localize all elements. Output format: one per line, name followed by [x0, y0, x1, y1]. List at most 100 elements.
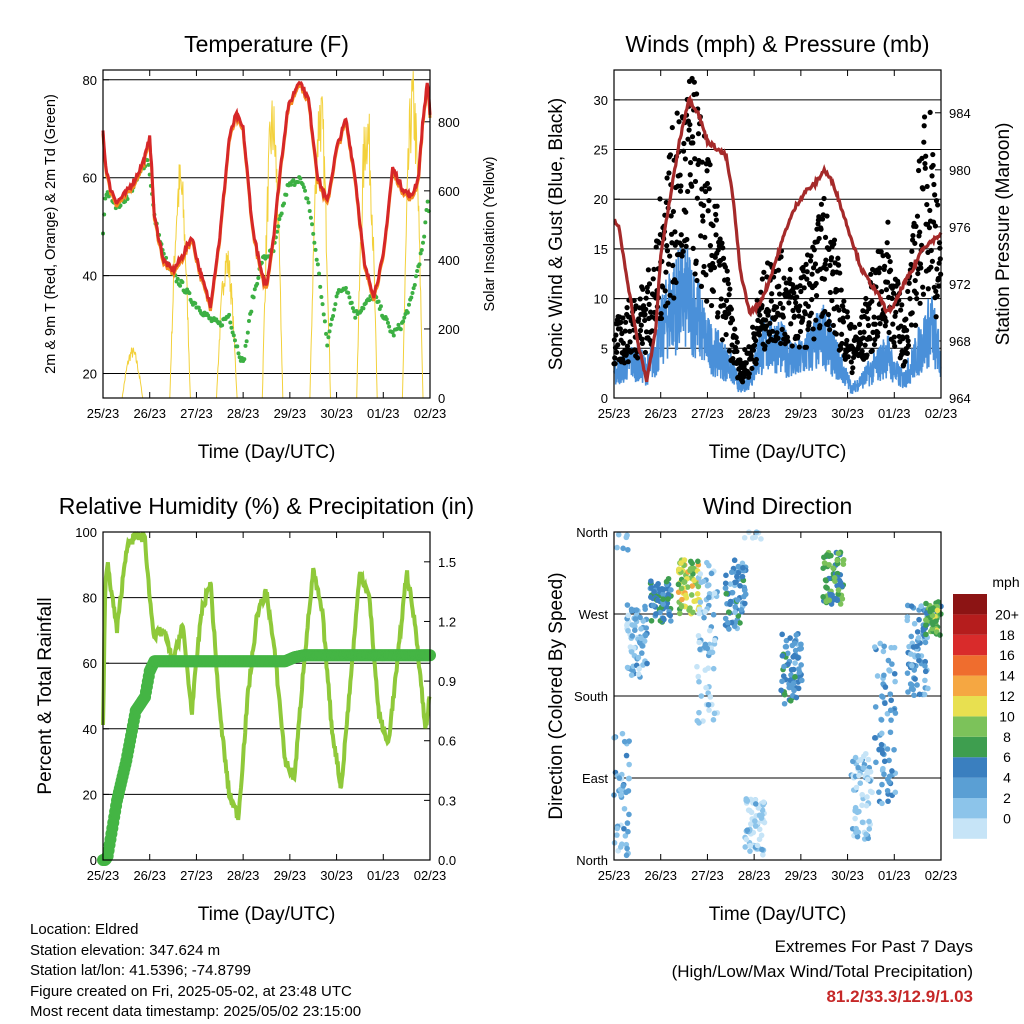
- dewpoint-point: [349, 300, 354, 305]
- legend-label: 6: [1003, 749, 1011, 765]
- dewpoint-point: [347, 295, 352, 300]
- gust-point: [690, 140, 696, 146]
- gust-point: [816, 214, 822, 220]
- wind-direction-point: [856, 772, 862, 779]
- gust-point: [908, 322, 915, 328]
- gust-point: [714, 314, 721, 320]
- gust-point: [785, 338, 791, 344]
- gust-point: [774, 330, 780, 336]
- wind-direction-point: [780, 673, 787, 679]
- wind-direction-point: [905, 689, 911, 695]
- wind-direction-point: [701, 614, 707, 621]
- gust-point: [693, 91, 700, 97]
- wind-direction-point: [880, 648, 887, 655]
- wind-direction-point: [636, 666, 642, 672]
- gust-point: [836, 262, 842, 268]
- dewpoint-point: [415, 269, 420, 274]
- legend-label: 10: [999, 708, 1015, 724]
- dewpoint-point: [410, 291, 415, 296]
- wind-direction-point: [725, 619, 731, 626]
- extremes-subtitle: (High/Low/Max Wind/Total Precipitation): [671, 962, 973, 981]
- y-tick-label-left: West: [579, 607, 609, 622]
- dewpoint-point: [331, 314, 336, 319]
- wind-direction-point: [830, 565, 836, 571]
- wind-direction-point: [742, 600, 748, 607]
- wind-direction-point: [904, 670, 911, 676]
- gust-point: [824, 213, 830, 219]
- wind-direction-point: [822, 577, 829, 583]
- wind-direction-point: [705, 582, 712, 588]
- gust-point: [878, 249, 884, 255]
- gust-point: [692, 178, 699, 185]
- y-tick-label-left: 20: [594, 192, 608, 207]
- gust-point: [642, 349, 648, 356]
- gust-point: [867, 336, 873, 342]
- wind-direction-point: [781, 663, 787, 670]
- gust-point: [739, 379, 746, 385]
- wind-direction-point: [796, 669, 803, 675]
- dewpoint-point: [346, 290, 351, 295]
- gust-point: [751, 342, 758, 348]
- wind-direction-point: [625, 828, 631, 835]
- x-tick-label: 29/23: [274, 406, 307, 421]
- wind-direction-point: [758, 815, 765, 821]
- wind-direction-point: [760, 851, 766, 858]
- wind-direction-point: [616, 775, 623, 781]
- wind-direction-point: [626, 738, 632, 744]
- wind-direction-point: [878, 717, 885, 723]
- wind-direction-point: [922, 639, 929, 646]
- dewpoint-point: [228, 320, 233, 325]
- x-tick-label: 28/23: [738, 868, 771, 883]
- wind-direction-point: [738, 607, 745, 613]
- wind-direction-point: [696, 639, 702, 646]
- gust-point: [702, 188, 709, 195]
- gust-point: [746, 371, 752, 377]
- wind-direction-point: [884, 746, 891, 752]
- gust-point: [701, 263, 707, 270]
- dewpoint-point: [350, 306, 355, 311]
- dewpoint-point: [361, 306, 366, 311]
- wind-direction-point: [614, 832, 620, 838]
- dewpoint-point: [227, 312, 232, 317]
- wind-direction-point: [681, 579, 688, 585]
- wind-direction-point: [865, 756, 872, 763]
- gust-point: [786, 300, 792, 306]
- wind-direction-point: [706, 627, 713, 634]
- dewpoint-point: [327, 329, 332, 334]
- wind-direction-point: [918, 603, 924, 610]
- gust-point: [848, 321, 854, 328]
- gust-point: [690, 245, 696, 251]
- gust-point: [663, 269, 669, 275]
- gust-point: [849, 369, 855, 376]
- dewpoint-point: [367, 298, 372, 303]
- gust-point: [618, 319, 624, 325]
- wind-direction-point: [790, 680, 797, 687]
- wind-direction-point: [799, 677, 805, 684]
- gust-point: [710, 288, 717, 294]
- dewpoint-point: [324, 331, 329, 336]
- x-tick-label: 27/23: [691, 406, 724, 421]
- gust-point: [850, 365, 856, 371]
- gust-point: [720, 255, 727, 261]
- wind-direction-point: [734, 597, 741, 603]
- gust-point: [726, 348, 733, 354]
- gust-point: [622, 328, 628, 334]
- wind-direction-point: [745, 807, 752, 813]
- wind-direction-point: [690, 609, 696, 616]
- y-tick-label-left: 60: [83, 171, 97, 186]
- gust-point: [821, 195, 827, 202]
- wind-direction-point: [689, 583, 695, 589]
- gust-point: [860, 335, 866, 341]
- gust-point: [899, 302, 905, 308]
- gust-point: [670, 208, 677, 215]
- wind-direction-point: [708, 570, 715, 577]
- gust-point: [803, 344, 810, 350]
- x-tick-label: 30/23: [831, 406, 864, 421]
- wind-direction-point: [787, 698, 794, 704]
- sonic-wind-line: [613, 246, 942, 395]
- gust-point: [679, 242, 685, 248]
- gust-point: [921, 123, 927, 129]
- gust-point: [805, 303, 811, 309]
- wind-direction-point: [665, 596, 671, 602]
- x-axis-label: Time (Day/UTC): [198, 442, 336, 463]
